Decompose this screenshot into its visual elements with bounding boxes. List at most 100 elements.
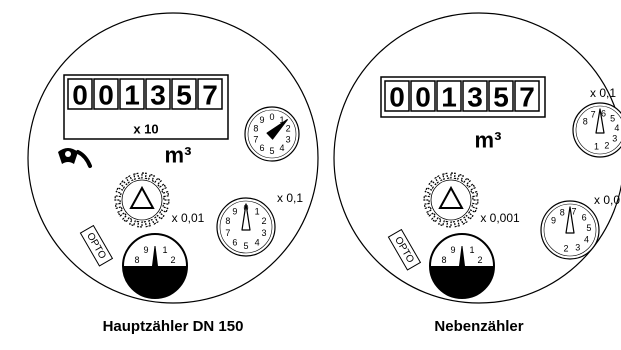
main-counter-digit: 3 [150, 80, 166, 111]
main-counter-digit: 0 [98, 80, 114, 111]
main-counter-wheel [119, 78, 145, 110]
main-half-dial-pointer [151, 245, 159, 267]
main-unit-label: m³ [165, 143, 192, 168]
sub-half-dial-number: 9 [450, 245, 455, 255]
main-half-dial-number: 8 [134, 255, 139, 265]
magnet-icon [58, 148, 92, 168]
sub-dial-small-number: 2 [564, 244, 569, 254]
main-counter-digit: 1 [124, 80, 140, 111]
magnet-icon-tail [76, 150, 92, 168]
main-dial-large-number: 1 [279, 115, 284, 125]
sub-counter-wheel [436, 80, 462, 112]
sub-counter-wheel [462, 80, 488, 112]
sub-counter-digit: 3 [467, 82, 483, 113]
sub-dial-small-number: 8 [560, 208, 565, 218]
sub-star-wheel-triangle [438, 185, 464, 209]
sub-half-dial-number: 8 [441, 255, 446, 265]
main-half-dial-number: 2 [170, 255, 175, 265]
sub-dial-small-number: 9 [551, 216, 556, 226]
sub-dial-large-pointer [595, 108, 605, 134]
main-dial-small-number: 7 [225, 228, 230, 238]
sub-meter-caption: Nebenzähler [434, 318, 524, 335]
main-dial-small-pointer [241, 203, 251, 231]
main-dial-small-number: 3 [262, 228, 267, 238]
main-dial-large-pointer [266, 119, 288, 140]
sub-dial-large-number: 2 [604, 141, 609, 151]
sub-dial-small-number: 3 [575, 242, 580, 252]
main-counter-wheel [171, 78, 197, 110]
main-counter-digit: 0 [72, 80, 88, 111]
main-dial-small-ring [219, 200, 273, 254]
main-counter-digit: 7 [202, 80, 218, 111]
sub-dial-large-number: 4 [614, 123, 619, 133]
sub-counter-wheel [384, 80, 410, 112]
sub-dial-small-number: 4 [584, 235, 589, 245]
main-dial-large-number: 2 [286, 124, 291, 134]
sub-dial-large-number: 3 [612, 134, 617, 144]
sub-dial-large-ring [575, 105, 621, 155]
sub-star-wheel-label: x 0,001 [480, 211, 520, 225]
main-half-dial-number: 1 [162, 245, 167, 255]
main-counter-wheel [93, 78, 119, 110]
main-counter-wheel [67, 78, 93, 110]
sub-half-dial-shade [430, 266, 494, 298]
main-dial-large-number: 7 [253, 134, 258, 144]
main-dial-small-number: 8 [225, 216, 230, 226]
main-dial-small-number: 4 [255, 237, 260, 247]
sub-counter-digit: 0 [415, 82, 431, 113]
main-dial-large-ring [247, 109, 297, 159]
sub-dial-small-pointer [565, 206, 575, 234]
main-dial-small-label: x 0,1 [277, 191, 303, 205]
sub-dial-large-number: 6 [601, 108, 606, 118]
sub-dial-small-ring [543, 203, 597, 257]
main-dial-small-number: 6 [232, 237, 237, 247]
sub-counter-wheel [514, 80, 540, 112]
main-dial-large-number: 0 [269, 112, 274, 122]
sub-dial-large-number: 1 [594, 142, 599, 152]
main-star-wheel-triangle [129, 185, 155, 209]
sub-half-dial-pointer [458, 245, 466, 267]
sub-dial-small-number: 5 [586, 223, 591, 233]
main-dial-large-number: 5 [269, 146, 274, 156]
main-counter-wheel [197, 78, 223, 110]
main-dial-large-number: 6 [259, 143, 264, 153]
main-opto-frame [79, 224, 114, 267]
sub-dial-large-number: 5 [610, 114, 615, 124]
sub-dial-large-number: 7 [591, 109, 596, 119]
sub-half-dial-number: 1 [469, 245, 474, 255]
sub-unit-label: m³ [475, 128, 502, 153]
main-half-dial-shade [123, 266, 187, 298]
sub-counter-digit: 5 [493, 82, 509, 113]
main-half-dial-number: 9 [143, 245, 148, 255]
sub-dial-large-label: x 0,1 [590, 86, 616, 100]
main-dial-large-number: 8 [253, 124, 258, 134]
main-counter-digit: 5 [176, 80, 192, 111]
main-meter-caption: Hauptzähler DN 150 [102, 318, 244, 335]
sub-opto-frame [387, 228, 422, 271]
main-star-wheel-label: x 0,01 [172, 211, 205, 225]
main-dial-large-number: 3 [286, 134, 291, 144]
sub-counter-digit: 1 [441, 82, 457, 113]
sub-dial-small-number: 7 [571, 206, 576, 216]
sub-dial-small-label: x 0,0 [594, 193, 620, 207]
main-dial-small-number: 1 [255, 207, 260, 217]
sub-counter-digit: 7 [519, 82, 535, 113]
main-dial-large-number: 4 [279, 143, 284, 153]
sub-counter-wheel [410, 80, 436, 112]
main-dial-small-number: 2 [262, 216, 267, 226]
magnet-icon-hole [65, 151, 71, 157]
sub-half-dial-number: 2 [477, 255, 482, 265]
sub-counter-digit: 0 [389, 82, 405, 113]
main-dial-small-number: 5 [243, 241, 248, 251]
main-multiplier-label: x 10 [133, 122, 158, 137]
main-dial-large-number: 9 [259, 115, 264, 125]
sub-dial-large-number: 8 [583, 117, 588, 127]
sub-dial-small-number: 6 [582, 212, 587, 222]
main-counter-wheel [145, 78, 171, 110]
sub-counter-wheel [488, 80, 514, 112]
main-dial-small-number: 9 [232, 207, 237, 217]
